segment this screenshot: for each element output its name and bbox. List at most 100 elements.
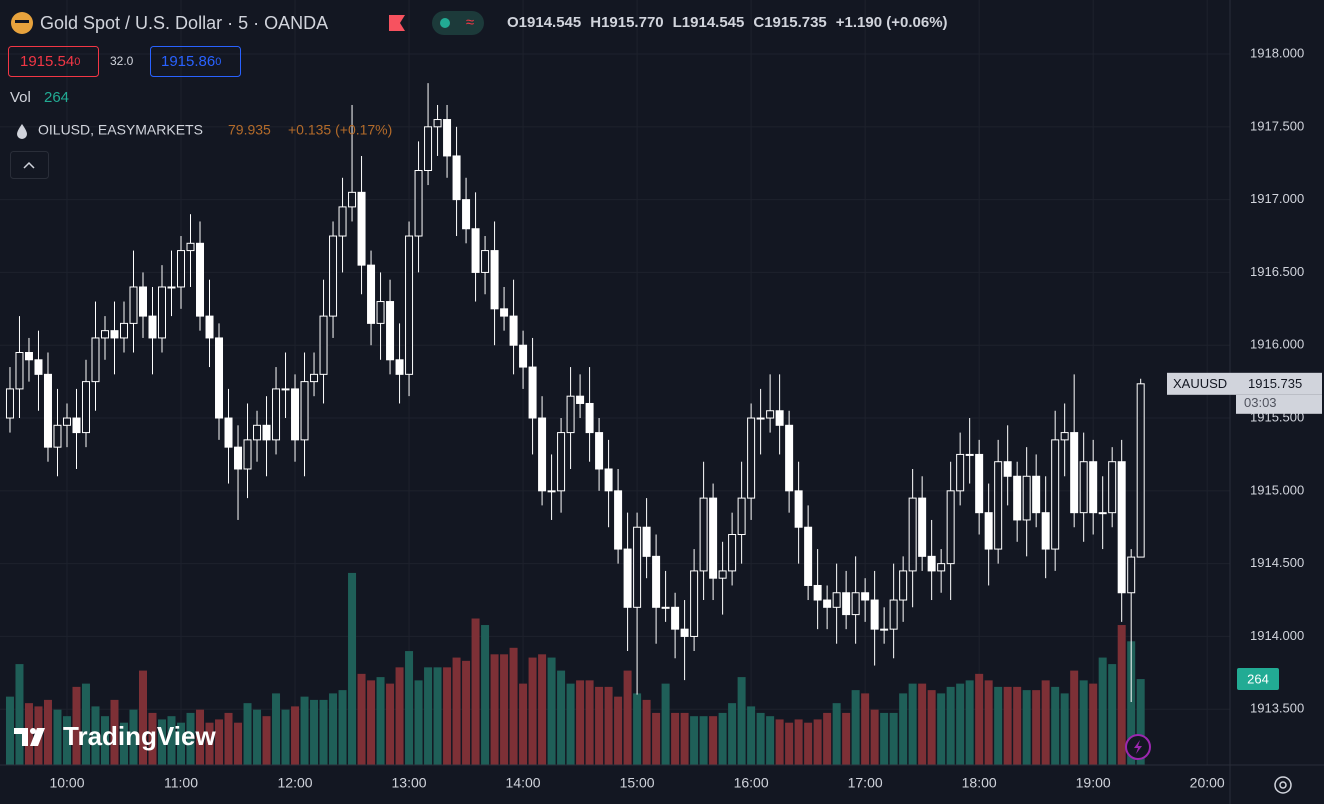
sell-price: 1915.540 xyxy=(20,53,80,70)
candle-body xyxy=(528,366,537,419)
overlay-symbol[interactable]: OILUSD, EASYMARKETS xyxy=(38,122,203,138)
candle-body xyxy=(253,424,262,441)
volume-bar xyxy=(490,654,499,765)
collapse-button[interactable] xyxy=(10,151,49,179)
candle-body xyxy=(367,264,376,324)
volume-bar xyxy=(196,709,205,765)
volume-bar xyxy=(1098,657,1107,765)
candle-body xyxy=(576,395,585,404)
volume-bar xyxy=(338,690,347,765)
candle-body xyxy=(1136,383,1145,558)
candle-body xyxy=(804,526,813,586)
candle-body xyxy=(15,352,24,390)
logo-icon xyxy=(14,728,45,746)
volume-bar xyxy=(984,680,993,765)
volume-bar xyxy=(471,618,480,765)
candle-body xyxy=(842,592,851,616)
volume-bar xyxy=(186,712,195,765)
ohlc-legend: O1914.545 H1915.770 L1914.545 C1915.735 +1.1… xyxy=(507,14,948,31)
volume-bar xyxy=(386,683,395,765)
volume-bar xyxy=(1032,690,1041,765)
volume-bar xyxy=(680,712,689,765)
candle-body xyxy=(1051,439,1060,550)
candle-body xyxy=(24,352,33,361)
candle-body xyxy=(538,417,547,492)
candle-body xyxy=(794,490,803,528)
volume-bar xyxy=(395,667,404,765)
candle-body xyxy=(224,417,233,448)
x-tick-label: 19:00 xyxy=(1076,775,1111,791)
ohlc-value: L1914.545 xyxy=(673,14,745,31)
candle-body xyxy=(196,242,205,317)
candle-body xyxy=(614,490,623,550)
volume-bar xyxy=(595,686,604,765)
volume-bar xyxy=(1051,686,1060,765)
x-tick-label: 15:00 xyxy=(620,775,655,791)
candle-body xyxy=(994,461,1003,550)
flag-icon[interactable] xyxy=(389,15,405,31)
candle-body xyxy=(281,388,290,391)
volume-bar xyxy=(43,699,52,765)
candle-body xyxy=(5,388,14,419)
candle-body xyxy=(139,286,148,317)
volume-bar xyxy=(633,693,642,765)
candle-body xyxy=(500,308,509,317)
candle-body xyxy=(329,235,338,317)
y-tick-label: 1916.000 xyxy=(1250,337,1304,352)
volume-bar xyxy=(813,719,822,765)
candle-body xyxy=(709,497,718,579)
status-pill[interactable] xyxy=(432,11,484,35)
settings-button[interactable] xyxy=(1274,776,1292,794)
volume-bar xyxy=(699,716,708,765)
ohlc-value: O1914.545 xyxy=(507,14,581,31)
candle-body xyxy=(471,228,480,273)
candle-body xyxy=(747,417,756,499)
candle-body xyxy=(34,359,43,375)
volume-bar xyxy=(376,677,385,765)
volume-bar xyxy=(234,722,243,765)
volume-bar xyxy=(272,693,281,765)
candle-body xyxy=(91,337,100,383)
symbol-title[interactable]: Gold Spot / U.S. Dollar · 5 · OANDA xyxy=(40,13,328,33)
candle-body xyxy=(718,570,727,579)
volume-bar xyxy=(262,716,271,765)
volume-bar xyxy=(604,686,613,765)
volume-bar xyxy=(889,712,898,765)
volume-bar xyxy=(24,703,33,765)
volume-bar xyxy=(870,709,879,765)
volume-bar xyxy=(975,673,984,765)
candle-body xyxy=(1098,512,1107,515)
candle-body xyxy=(823,599,832,608)
volume-bar xyxy=(918,683,927,765)
sell-button[interactable] xyxy=(8,46,99,77)
drop-icon xyxy=(17,124,27,139)
candle-body xyxy=(547,490,556,493)
volume-bar xyxy=(291,706,300,765)
candle-body xyxy=(177,250,186,288)
candle-body xyxy=(1079,461,1088,514)
candle-body xyxy=(661,606,670,609)
volume-bar xyxy=(756,712,765,765)
y-tick-label: 1914.500 xyxy=(1250,555,1304,570)
volume-bar xyxy=(281,709,290,765)
price-tag-countdown: 03:03 xyxy=(1244,395,1277,410)
candle-body xyxy=(300,381,309,441)
buy-button[interactable] xyxy=(150,46,241,77)
volume-bar xyxy=(861,693,870,765)
volume-bar xyxy=(642,699,651,765)
logo-text[interactable]: TradingView xyxy=(63,721,216,751)
candle-body xyxy=(376,301,385,324)
y-tick-label: 1914.000 xyxy=(1250,628,1304,643)
candle-body xyxy=(870,599,879,630)
candle-body xyxy=(338,206,347,237)
volume-bar xyxy=(443,667,452,765)
x-tick-label: 11:00 xyxy=(164,775,198,791)
volume-bar xyxy=(62,716,71,765)
candles xyxy=(5,83,1145,702)
volume-bar xyxy=(177,722,186,765)
candle-body xyxy=(186,242,195,252)
settings-icon xyxy=(1279,781,1287,789)
volume-bar xyxy=(1136,679,1145,765)
volume-bar xyxy=(614,696,623,765)
volume-bar xyxy=(785,722,794,765)
